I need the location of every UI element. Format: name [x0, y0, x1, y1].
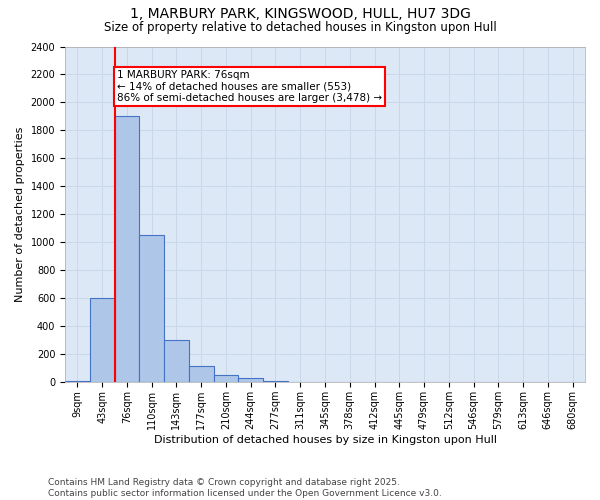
Bar: [189, 366, 214, 382]
Text: Size of property relative to detached houses in Kingston upon Hull: Size of property relative to detached ho…: [104, 21, 496, 34]
Bar: [65, 381, 90, 382]
Bar: [139, 236, 164, 382]
Bar: [263, 381, 288, 382]
Text: Contains HM Land Registry data © Crown copyright and database right 2025.
Contai: Contains HM Land Registry data © Crown c…: [48, 478, 442, 498]
Text: 1, MARBURY PARK, KINGSWOOD, HULL, HU7 3DG: 1, MARBURY PARK, KINGSWOOD, HULL, HU7 3D…: [130, 8, 470, 22]
Y-axis label: Number of detached properties: Number of detached properties: [15, 126, 25, 302]
Bar: [90, 298, 115, 382]
Bar: [214, 374, 238, 382]
Bar: [164, 340, 189, 382]
Text: 1 MARBURY PARK: 76sqm
← 14% of detached houses are smaller (553)
86% of semi-det: 1 MARBURY PARK: 76sqm ← 14% of detached …: [117, 70, 382, 103]
Bar: [115, 116, 139, 382]
X-axis label: Distribution of detached houses by size in Kingston upon Hull: Distribution of detached houses by size …: [154, 435, 497, 445]
Bar: [238, 378, 263, 382]
